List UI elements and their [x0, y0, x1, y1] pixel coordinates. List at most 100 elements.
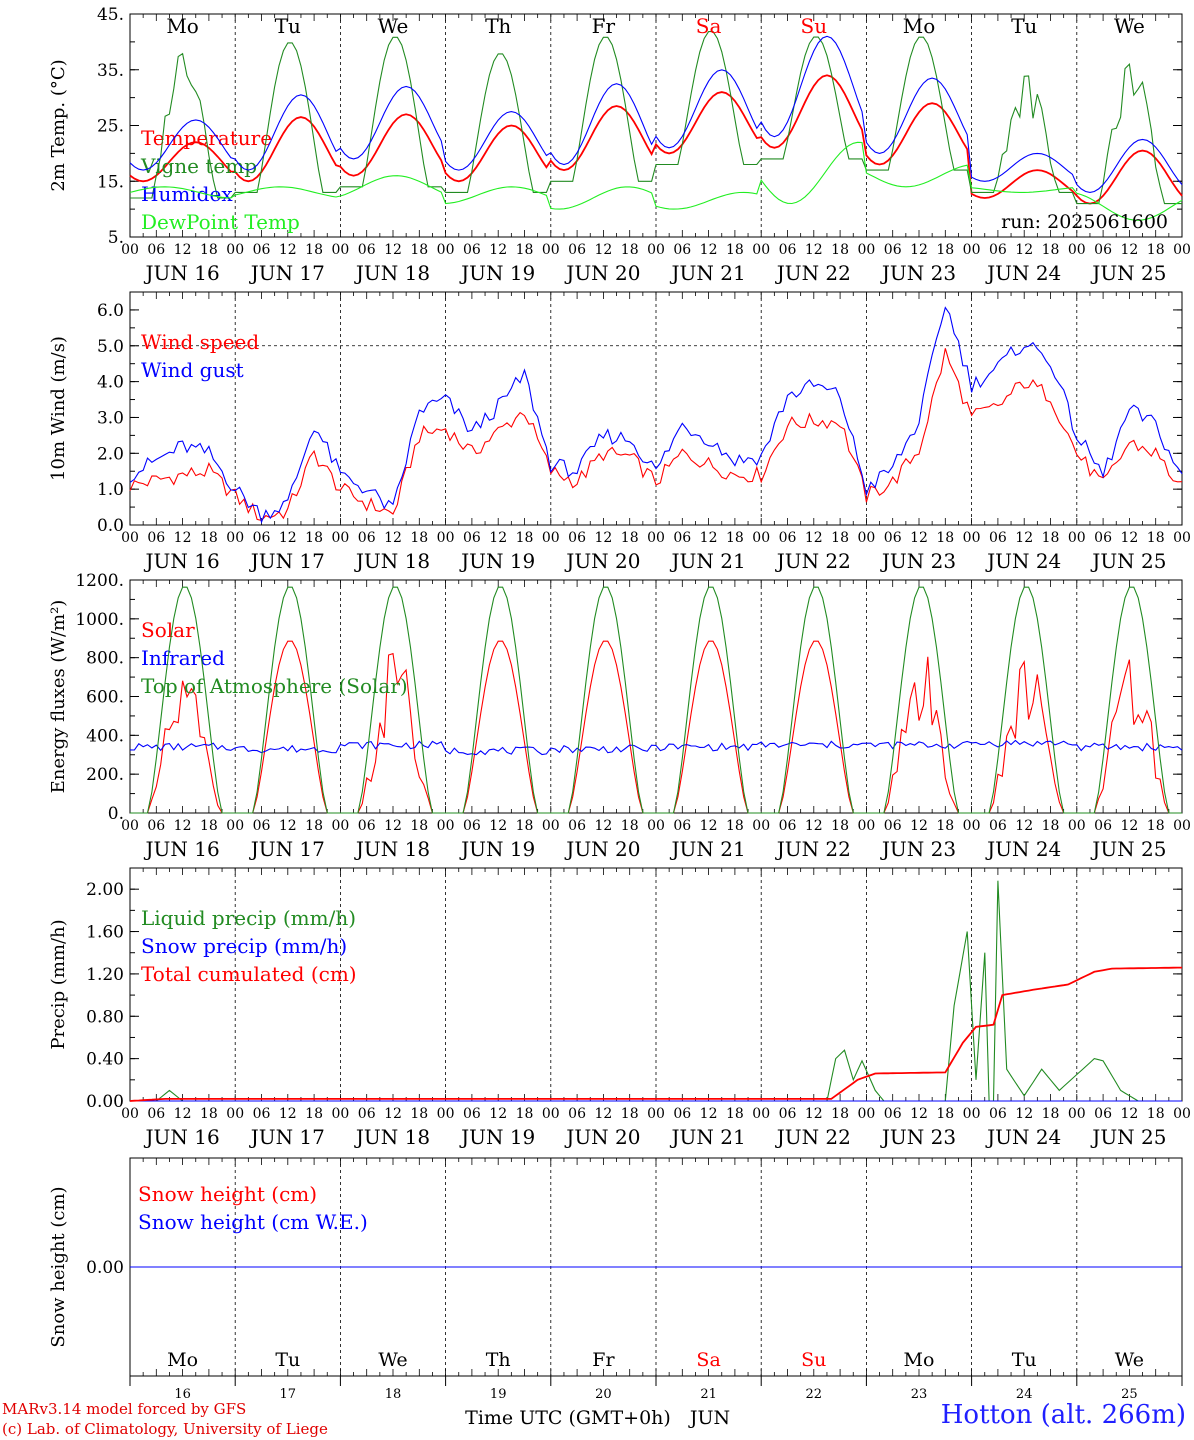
hour-tick-label: 12: [594, 1106, 612, 1122]
hour-tick-label: 12: [910, 242, 928, 258]
hour-tick-label: 12: [174, 530, 192, 546]
hour-tick-label: 06: [358, 242, 376, 258]
y-tick-label: 5.0: [97, 337, 124, 357]
hour-tick-label: 00: [121, 530, 139, 546]
hour-tick-label: 18: [410, 242, 428, 258]
hour-tick-label: 18: [621, 818, 639, 834]
hour-tick-label: 18: [516, 242, 534, 258]
hour-tick-label: 06: [358, 530, 376, 546]
hour-tick-label: 06: [463, 530, 481, 546]
hour-tick-label: 00: [857, 1106, 875, 1122]
series-line-wind-0: [129, 348, 1183, 522]
y-tick-label: 0.00: [86, 1258, 124, 1278]
hour-tick-label: 18: [621, 242, 639, 258]
hour-tick-label: 18: [305, 818, 323, 834]
hour-tick-label: 00: [857, 818, 875, 834]
y-axis-label: 10m Wind (m/s): [48, 336, 69, 481]
hour-tick-label: 12: [489, 242, 507, 258]
hour-tick-label: 00: [857, 530, 875, 546]
hour-tick-label: 18: [831, 818, 849, 834]
day-number: 19: [490, 1387, 507, 1402]
legend-entry: Total cumulated (cm): [141, 962, 357, 986]
y-tick-label: 1.60: [86, 923, 124, 943]
hour-tick-label: 00: [752, 530, 770, 546]
hour-tick-label: 06: [989, 818, 1007, 834]
day-number: 18: [385, 1387, 402, 1402]
hour-tick-label: 12: [700, 530, 718, 546]
hour-tick-label: 00: [542, 1106, 560, 1122]
y-tick-label: 0.00: [86, 1092, 124, 1112]
hour-tick-label: 12: [594, 242, 612, 258]
legend-entry: Humidex: [141, 182, 233, 206]
day-name-bottom: Tu: [275, 1349, 300, 1371]
date-label: JUN 24: [985, 1125, 1061, 1149]
legend-entry: Solar: [141, 618, 195, 642]
station-name: Hotton (alt. 266m): [940, 1400, 1186, 1430]
hour-tick-label: 12: [384, 1106, 402, 1122]
hour-tick-label: 18: [200, 1106, 218, 1122]
legend-entry: Snow precip (mm/h): [141, 934, 347, 958]
date-label: JUN 20: [564, 837, 640, 861]
hour-tick-label: 00: [1173, 530, 1191, 546]
hour-tick-label: 06: [1094, 242, 1112, 258]
date-label: JUN 19: [459, 549, 535, 573]
hour-tick-label: 06: [989, 242, 1007, 258]
hour-tick-label: 12: [384, 818, 402, 834]
hour-tick-label: 18: [1147, 242, 1165, 258]
series-line-energy-2: [130, 586, 1182, 814]
hour-tick-label: 06: [568, 818, 586, 834]
hour-tick-label: 18: [936, 530, 954, 546]
date-label: JUN 25: [1090, 549, 1166, 573]
date-label: JUN 16: [144, 837, 220, 861]
day-name-top: Th: [485, 14, 511, 38]
hour-tick-label: 06: [358, 818, 376, 834]
hour-tick-label: 06: [673, 1106, 691, 1122]
hour-tick-label: 12: [279, 818, 297, 834]
hour-tick-label: 12: [910, 1106, 928, 1122]
credit-line-1: MARv3.14 model forced by GFS: [2, 1400, 247, 1418]
hour-tick-label: 12: [1120, 530, 1138, 546]
hour-tick-label: 18: [936, 818, 954, 834]
y-tick-label: 0.40: [86, 1050, 124, 1070]
legend-entry: Wind gust: [141, 358, 244, 382]
date-label: JUN 16: [144, 549, 220, 573]
hour-tick-label: 00: [647, 242, 665, 258]
hour-tick-label: 00: [226, 242, 244, 258]
x-axis-label: Time UTC (GMT+0h): [465, 1407, 671, 1429]
y-tick-label: 25.: [97, 117, 124, 137]
hour-tick-label: 06: [989, 530, 1007, 546]
hour-tick-label: 06: [568, 1106, 586, 1122]
hour-tick-label: 06: [147, 242, 165, 258]
hour-tick-label: 12: [805, 1106, 823, 1122]
hour-tick-label: 00: [226, 1106, 244, 1122]
date-label: JUN 17: [249, 1125, 325, 1149]
date-label: JUN 18: [354, 837, 430, 861]
hour-tick-label: 18: [200, 242, 218, 258]
date-label: JUN 23: [880, 837, 956, 861]
day-number: 24: [1016, 1387, 1033, 1402]
hour-tick-label: 06: [673, 242, 691, 258]
date-label: JUN 23: [880, 549, 956, 573]
y-axis-label: 2m Temp. (°C): [48, 59, 69, 191]
hour-tick-label: 00: [647, 1106, 665, 1122]
day-number: 17: [280, 1387, 297, 1402]
date-label: JUN 16: [144, 261, 220, 285]
hour-tick-label: 00: [542, 818, 560, 834]
hour-tick-label: 00: [331, 818, 349, 834]
y-tick-label: 0.80: [86, 1007, 124, 1027]
date-label: JUN 23: [880, 1125, 956, 1149]
date-label: JUN 20: [564, 549, 640, 573]
hour-tick-label: 06: [779, 242, 797, 258]
hour-tick-label: 00: [752, 1106, 770, 1122]
hour-tick-label: 18: [305, 530, 323, 546]
hour-tick-label: 00: [1068, 1106, 1086, 1122]
series-line-energy-1: [129, 739, 1183, 756]
hour-tick-label: 18: [726, 1106, 744, 1122]
y-tick-label: 800.: [86, 649, 124, 669]
hour-tick-label: 12: [279, 530, 297, 546]
day-name-top: Sa: [696, 14, 722, 38]
hour-tick-label: 18: [410, 1106, 428, 1122]
y-tick-label: 1000.: [75, 610, 124, 630]
legend-entry: Wind speed: [141, 330, 259, 354]
